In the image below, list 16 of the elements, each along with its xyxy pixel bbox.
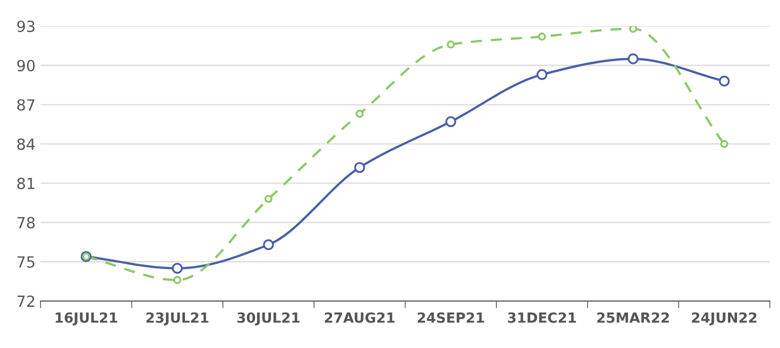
x-tick-label: 16JUL21 xyxy=(56,312,118,326)
y-tick-label: 75 xyxy=(18,256,34,268)
y-tick-label: 90 xyxy=(17,60,35,72)
y-tick-label: 87 xyxy=(17,99,34,111)
y-tick-label: 78 xyxy=(18,216,35,228)
x-tick-label: 23JUL21 xyxy=(146,312,208,326)
y-tick-label: 72 xyxy=(18,295,34,307)
x-tick-label: 31DEC21 xyxy=(508,312,576,323)
y-tick-label: 93 xyxy=(17,20,34,32)
x-tick-label: 24JUN22 xyxy=(692,312,756,326)
x-tick-label: 27AUG21 xyxy=(324,312,394,323)
y-tick-label: 81 xyxy=(17,178,34,190)
x-tick-label: 30JUL21 xyxy=(237,312,300,326)
x-tick-label: 24SEP21 xyxy=(418,312,484,323)
x-tick-label: 25MAR22 xyxy=(597,312,669,323)
y-tick-label: 84 xyxy=(17,138,35,150)
